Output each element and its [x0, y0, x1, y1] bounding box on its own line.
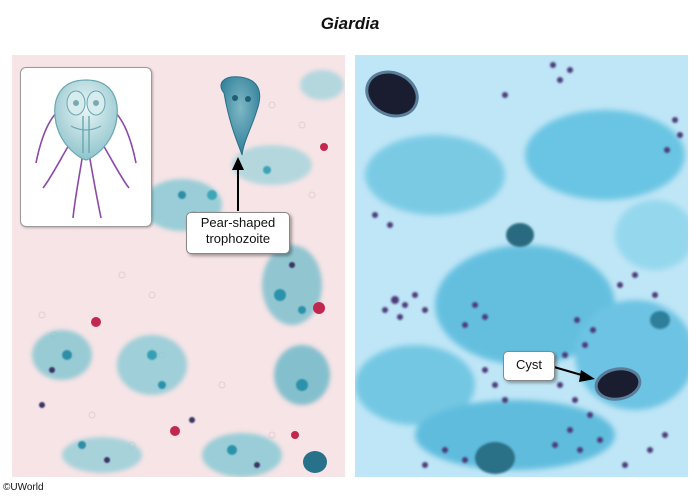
figure-title: Giardia [320, 14, 380, 33]
trophozoite-callout-line1: Pear-shaped [200, 215, 276, 230]
copyright-notice: ©UWorld [3, 482, 44, 493]
cyst-callout: Cyst [503, 351, 555, 381]
trophozoite-callout: Pear-shaped trophozoite [186, 212, 290, 254]
giardia-trophozoite-diagram-icon [35, 79, 137, 219]
trophozoite-diagram-inset [20, 67, 152, 227]
cyst-micrograph [355, 55, 688, 477]
trophozoite-callout-line2: trophozoite [205, 231, 271, 246]
cyst-callout-label: Cyst [516, 357, 542, 372]
cyst-micrograph-image [355, 55, 688, 477]
